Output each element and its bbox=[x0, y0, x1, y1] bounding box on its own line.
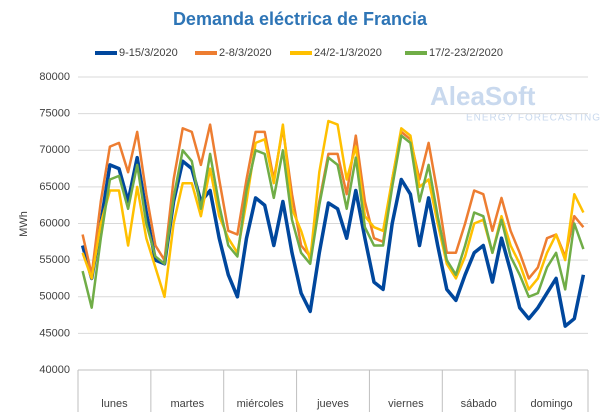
series-line bbox=[81, 119, 585, 299]
y-tick-label: 60000 bbox=[39, 217, 70, 229]
y-tick-label: 45000 bbox=[39, 327, 70, 339]
y-tick-label: 80000 bbox=[39, 71, 70, 83]
legend-label: 17/2-23/2/2020 bbox=[429, 47, 503, 59]
legend-label: 9-15/3/2020 bbox=[119, 47, 178, 59]
y-tick-label: 55000 bbox=[39, 254, 70, 266]
x-tick-label: domingo bbox=[530, 398, 572, 410]
y-tick-label: 40000 bbox=[39, 364, 70, 376]
x-tick-label: lunes bbox=[101, 398, 128, 410]
series-line bbox=[81, 134, 585, 309]
y-tick-label: 70000 bbox=[39, 144, 70, 156]
watermark-tagline: ENERGY FORECASTING bbox=[466, 113, 600, 124]
x-tick-label: jueves bbox=[316, 398, 349, 410]
y-tick-label: 75000 bbox=[39, 108, 70, 120]
y-axis-label: MWh bbox=[18, 211, 30, 237]
chart-title: Demanda eléctrica de Francia bbox=[173, 9, 428, 29]
y-tick-label: 65000 bbox=[39, 181, 70, 193]
x-tick-label: martes bbox=[170, 398, 204, 410]
x-tick-label: sábado bbox=[461, 398, 497, 410]
y-tick-label: 50000 bbox=[39, 291, 70, 303]
x-tick-label: miércoles bbox=[237, 398, 285, 410]
x-tick-label: viernes bbox=[388, 398, 424, 410]
legend-label: 2-8/3/2020 bbox=[219, 47, 272, 59]
legend-label: 24/2-1/3/2020 bbox=[314, 47, 382, 59]
series-line bbox=[81, 123, 585, 280]
watermark-brand: AleaSoft bbox=[430, 81, 536, 111]
